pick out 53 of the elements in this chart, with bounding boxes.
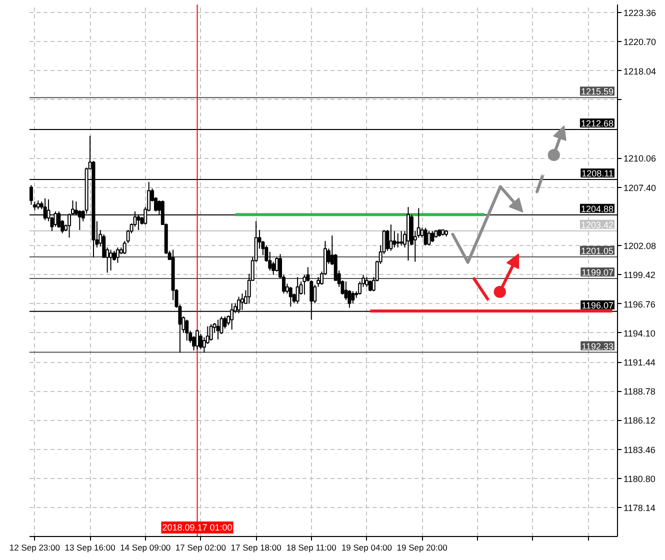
ref-line-label: 1192.33 [582,341,614,352]
y-tick-label: 1199.42 [624,270,656,280]
x-tick-label: 14 Sep 09:00 [120,542,171,552]
ref-line-label: 1215.59 [580,86,614,97]
y-tick-label: 1202.08 [624,241,656,252]
ref-line-label: 1203.42 [580,220,614,230]
x-tick-label: 18 Sep 11:00 [286,542,337,552]
y-tick-label: 1220.70 [624,37,656,48]
candlestick [116,247,120,264]
x-tick-label: 19 Sep 04:00 [341,542,392,552]
candlestick [351,290,355,304]
y-tick-label: 1218.04 [624,66,656,76]
y-tick-label: 1191.44 [624,358,656,368]
y-tick-label: 1180.80 [624,474,656,484]
candlestick [392,230,396,248]
ref-line-label: 1208.11 [582,168,614,179]
y-tick-label: 1196.76 [624,299,656,310]
x-tick-label: 12 Sep 23:00 [9,542,60,552]
candlestick [30,184,33,206]
candlestick [288,286,292,308]
candlestick [400,230,404,246]
candlestick [185,319,189,342]
candlestick [223,316,227,330]
candlestick [430,230,434,243]
x-tick-label: 13 Sep 16:00 [64,542,116,552]
y-tick-label: 1178.14 [624,503,656,514]
candlestick [424,227,428,246]
candlestick [396,232,400,248]
x-tick-label: 17 Sep 02:00 [175,542,226,552]
candlestick [368,280,372,292]
y-tick-label: 1210.06 [624,154,656,164]
y-tick-label: 1188.78 [624,386,656,397]
y-tick-label: 1194.10 [624,328,656,338]
y-tick-label: 1186.12 [624,416,656,426]
ref-line-label: 1196.07 [582,300,614,310]
ref-line-label: 1212.68 [580,118,614,129]
ref-line-label: 1199.07 [582,267,614,278]
candlestick [196,329,199,350]
x-tick-label: 2018.09.17 01:00 [162,522,232,532]
candlestick [364,276,368,288]
candlestick [427,230,431,246]
candlestick [109,249,113,271]
y-tick-label: 1207.40 [624,182,656,193]
x-tick-label: 17 Sep 18:00 [230,542,282,552]
x-tick-label: 19 Sep 20:00 [396,542,448,552]
candlestick [209,324,213,342]
y-tick-label: 1183.46 [624,444,656,455]
y-tick-label: 1223.36 [624,8,656,18]
candlestick [296,276,300,304]
candlestick [389,224,393,252]
ref-line-label: 1201.05 [580,246,614,256]
candlestick [198,333,202,350]
ref-line-label: 1204.88 [580,204,614,214]
